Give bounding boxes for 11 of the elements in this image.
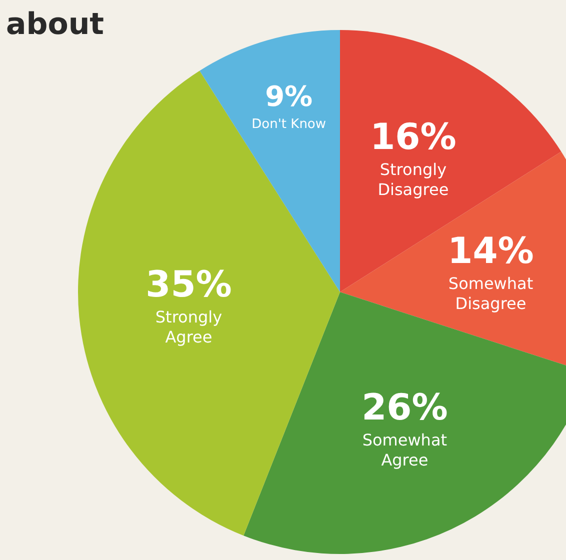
slice-label: Somewhat Agree xyxy=(362,430,448,470)
data-label: 35% xyxy=(146,264,232,306)
data-label: 14% xyxy=(448,230,534,272)
data-label: 26% xyxy=(362,388,448,428)
data-label: 9% xyxy=(265,80,313,113)
chart-title: about xyxy=(6,7,104,42)
slice-label: Somewhat Disagree xyxy=(448,274,534,313)
data-label: 16% xyxy=(370,116,456,158)
slice-label: Strongly Disagree xyxy=(378,160,449,199)
slice-label: Don't Know xyxy=(252,116,326,132)
slice-label: Strongly Agree xyxy=(155,307,222,346)
